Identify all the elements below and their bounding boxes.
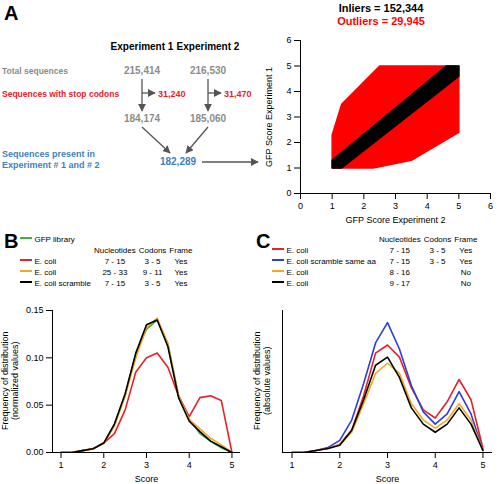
- svg-text:0.00: 0.00: [26, 447, 44, 457]
- svg-text:1: 1: [59, 460, 64, 470]
- html-text:7 - 15: 7 - 15: [389, 257, 410, 266]
- svg-text:Sequences present inExperiment: Sequences present inExperiment # 1 and #…: [2, 149, 100, 170]
- html-text:E. coli: E. coli: [286, 268, 309, 277]
- html-text:E. coli: E. coli: [34, 257, 57, 266]
- svg-text:0.15: 0.15: [26, 305, 44, 315]
- svg-text:0.05: 0.05: [26, 400, 44, 410]
- svg-text:5: 5: [229, 460, 234, 470]
- svg-text:0: 0: [298, 201, 303, 211]
- svg-text:184,174: 184,174: [124, 113, 161, 124]
- html-text:7 - 15: 7 - 15: [104, 257, 126, 266]
- html-text:Yes: Yes: [174, 279, 188, 288]
- svg-text:5: 5: [286, 61, 291, 71]
- svg-text:0: 0: [286, 188, 291, 198]
- html-text:8 - 16: 8 - 16: [389, 268, 410, 277]
- svg-text:2: 2: [101, 460, 106, 470]
- svg-text:2: 2: [337, 460, 342, 470]
- svg-text:31,470: 31,470: [224, 89, 252, 99]
- svg-text:Sequences with stop codons: Sequences with stop codons: [2, 89, 119, 99]
- svg-text:0.10: 0.10: [26, 353, 44, 363]
- html-text:Nucleotides Codons Frame: Nucleotides Codons Frame: [378, 235, 478, 244]
- svg-text:A: A: [4, 2, 18, 24]
- svg-text:3: 3: [393, 201, 398, 211]
- svg-text:Experiment 2: Experiment 2: [177, 41, 240, 52]
- html-text:Outliers = 29,945: Outliers = 29,945: [337, 15, 425, 27]
- html-text:GFP library: GFP library: [34, 235, 75, 244]
- svg-text:215,414: 215,414: [124, 65, 161, 76]
- svg-text:182,289: 182,289: [160, 156, 197, 167]
- svg-text:4: 4: [433, 460, 438, 470]
- html-text:E. coli: E. coli: [34, 268, 57, 277]
- html-text:Yes: Yes: [459, 246, 473, 255]
- html-text:E. coli scramble: E. coli scramble: [34, 279, 91, 288]
- html-text:Yes: Yes: [174, 268, 188, 277]
- html-text:7 - 15: 7 - 15: [389, 246, 410, 255]
- html-text:3 - 5: 3 - 5: [144, 257, 161, 266]
- svg-text:1: 1: [286, 163, 291, 173]
- html-text:9 - 17: 9 - 17: [389, 279, 410, 288]
- html-text:No: No: [460, 268, 471, 277]
- html-text:E. coli: E. coli: [286, 246, 309, 255]
- html-text:3 - 5: 3 - 5: [429, 246, 446, 255]
- html-text:Frequency of distribution (nor: Frequency of distribution (normalized va…: [0, 331, 20, 431]
- html-text:3 - 5: 3 - 5: [429, 257, 446, 266]
- svg-text:6: 6: [286, 35, 291, 45]
- html-text:C: C: [256, 230, 271, 252]
- html-text:No: No: [460, 279, 471, 288]
- svg-text:3: 3: [144, 460, 149, 470]
- html-text:25 - 33: 25 - 33: [102, 268, 128, 277]
- svg-text:4: 4: [286, 86, 291, 96]
- html-text:B: B: [4, 230, 19, 252]
- svg-text:Score: Score: [135, 474, 159, 484]
- svg-text:Total sequences: Total sequences: [2, 66, 68, 76]
- svg-text:3: 3: [286, 112, 291, 122]
- html-text:Nucleotides Codons Frame: Nucleotides Codons Frame: [94, 246, 193, 255]
- svg-text:Score: Score: [376, 474, 400, 484]
- svg-text:185,060: 185,060: [190, 113, 227, 124]
- svg-text:2: 2: [361, 201, 366, 211]
- html-text:E. coli: E. coli: [286, 279, 309, 288]
- svg-text:6: 6: [488, 201, 493, 211]
- svg-text:3: 3: [385, 460, 390, 470]
- svg-text:5: 5: [480, 460, 485, 470]
- html-text:Inliers = 152,344: Inliers = 152,344: [338, 2, 424, 14]
- svg-text:4: 4: [425, 201, 430, 211]
- html-text:7 - 15: 7 - 15: [104, 279, 126, 288]
- html-text:Yes: Yes: [459, 257, 473, 266]
- svg-text:1: 1: [330, 201, 335, 211]
- svg-text:216,530: 216,530: [190, 65, 227, 76]
- svg-text:GFP Score Experiment 2: GFP Score Experiment 2: [346, 215, 446, 225]
- svg-text:2: 2: [286, 137, 291, 147]
- svg-text:Experiment 1: Experiment 1: [111, 41, 174, 52]
- svg-text:4: 4: [187, 460, 192, 470]
- svg-text:31,240: 31,240: [158, 89, 186, 99]
- html-text:9 - 11: 9 - 11: [142, 268, 163, 277]
- html-text:E. coli scramble same aa: E. coli scramble same aa: [286, 257, 376, 266]
- svg-text:1: 1: [290, 460, 295, 470]
- svg-text:GFP Score Experiment 1: GFP Score Experiment 1: [264, 67, 274, 167]
- svg-text:5: 5: [456, 201, 461, 211]
- html-text:Yes: Yes: [174, 257, 188, 266]
- html-text:3 - 5: 3 - 5: [144, 279, 161, 288]
- html-text:Frequency of distribution (abs: Frequency of distribution (absolute valu…: [252, 331, 272, 431]
